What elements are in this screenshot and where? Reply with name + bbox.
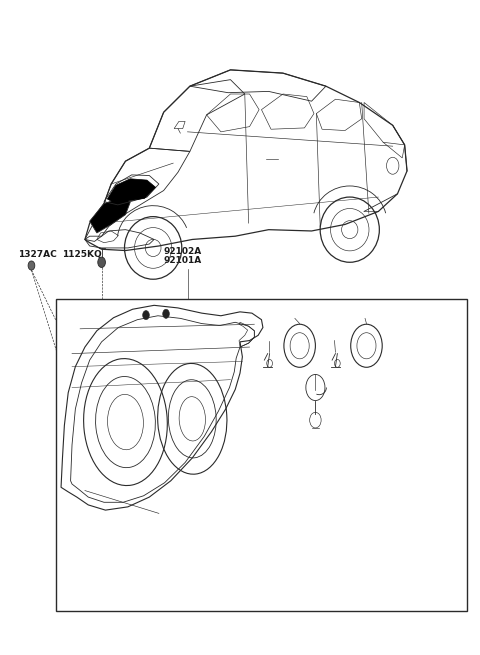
Text: 92170C: 92170C — [309, 380, 347, 389]
Text: 1125KQ: 1125KQ — [62, 250, 102, 259]
Circle shape — [28, 261, 35, 270]
Text: 92161A: 92161A — [344, 315, 383, 324]
Circle shape — [143, 310, 149, 320]
Polygon shape — [90, 197, 130, 233]
Text: 92101A: 92101A — [164, 257, 202, 265]
Bar — [56, 299, 467, 611]
Text: 18644D: 18644D — [283, 391, 322, 400]
Circle shape — [163, 309, 169, 318]
Text: 18647: 18647 — [252, 331, 284, 340]
Text: 92102A: 92102A — [164, 248, 202, 256]
Polygon shape — [108, 179, 156, 202]
Text: 1327AC: 1327AC — [18, 250, 57, 259]
Text: 18647D: 18647D — [299, 331, 338, 340]
Circle shape — [98, 257, 106, 267]
Text: 92161A: 92161A — [273, 315, 311, 324]
